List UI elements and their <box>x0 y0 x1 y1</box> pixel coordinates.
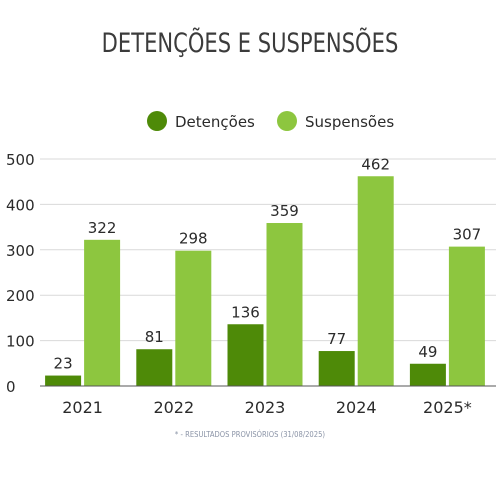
data-label: 307 <box>453 226 482 244</box>
legend-swatch <box>147 111 167 131</box>
y-tick-label: 0 <box>6 378 16 396</box>
legend-label: Suspensões <box>305 113 394 131</box>
data-label: 462 <box>361 155 390 173</box>
legend: Detenções Suspensões <box>147 111 394 131</box>
data-label: 23 <box>54 355 73 373</box>
x-tick-label: 2021 <box>62 398 103 417</box>
x-tick-label: 2023 <box>245 398 286 417</box>
bar-detencoes-2025 <box>409 363 446 386</box>
bar-suspensoes-2023 <box>266 223 303 386</box>
y-tick-label: 300 <box>6 242 35 260</box>
data-label: 77 <box>327 330 346 348</box>
bar-suspensoes-2025 <box>448 246 485 386</box>
data-label: 49 <box>418 343 437 361</box>
data-label: 81 <box>145 328 164 346</box>
x-tick-label: 2025* <box>423 398 472 417</box>
bar-suspensoes-2021 <box>84 239 121 386</box>
bar-detencoes-2021 <box>45 375 82 386</box>
legend-swatch <box>277 111 297 131</box>
data-label: 322 <box>88 219 117 237</box>
y-tick-label: 200 <box>6 287 35 305</box>
bar-suspensoes-2024 <box>357 176 394 386</box>
legend-label: Detenções <box>175 113 255 131</box>
y-tick-label: 100 <box>6 333 35 351</box>
data-labels: 23 322 81 298 136 359 77 462 49 307 <box>54 155 482 372</box>
bars <box>45 176 485 386</box>
data-label: 298 <box>179 230 208 248</box>
y-tick-label: 500 <box>6 151 35 169</box>
bar-detencoes-2023 <box>227 324 264 386</box>
data-label: 359 <box>270 202 299 220</box>
bar-suspensoes-2022 <box>175 250 212 386</box>
axes: 0 100 200 300 400 500 2021 2022 2023 2024 2025* <box>6 151 496 417</box>
x-tick-label: 2022 <box>153 398 194 417</box>
x-tick-label: 2024 <box>336 398 377 417</box>
bar-detencoes-2022 <box>136 349 173 386</box>
footnote: * - RESULTADOS PROVISÓRIOS (31/08/2025) <box>174 430 326 439</box>
bar-detencoes-2024 <box>318 351 355 386</box>
data-label: 136 <box>231 303 260 321</box>
chart-title: DETENÇÕES E SUSPENSÕES <box>101 28 399 59</box>
y-tick-label: 400 <box>6 196 35 214</box>
